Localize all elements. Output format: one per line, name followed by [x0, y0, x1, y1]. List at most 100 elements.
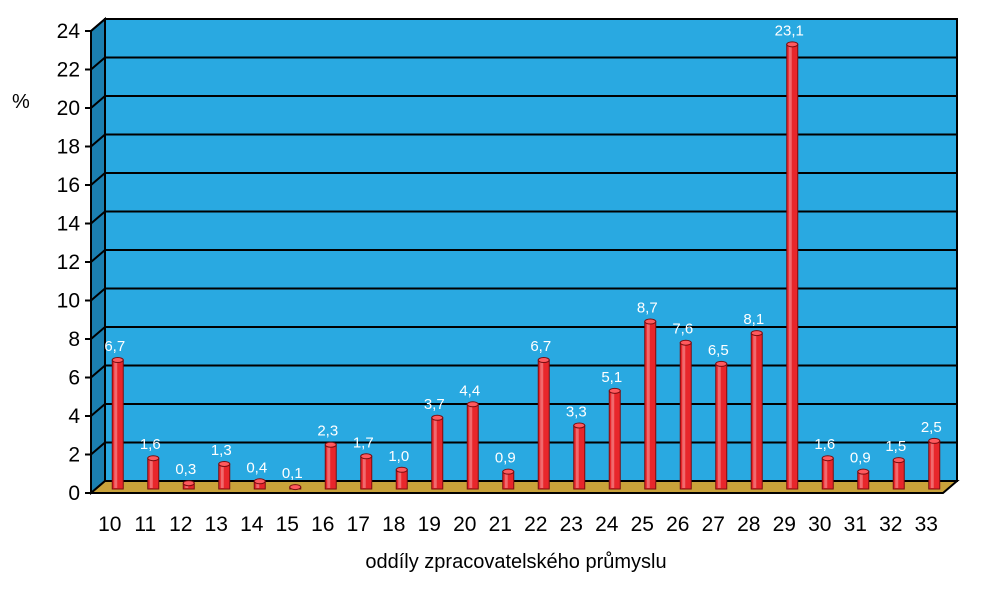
- y-tick-label: 10: [57, 290, 80, 313]
- bar-highlight: [362, 457, 366, 488]
- data-label: 3,7: [424, 396, 445, 413]
- data-labels: 6,7 1,6 0,3 1,3 0,4 0,1 2,3 1,7 1,0 3,7 4,4 0,9 6,7 3…: [104, 22, 941, 482]
- bar-body: [431, 417, 444, 490]
- x-tick-label: 16: [311, 513, 334, 536]
- y-tick-label: 20: [57, 97, 80, 120]
- bar-highlight: [930, 441, 934, 488]
- y-tick-label: 16: [57, 174, 80, 197]
- data-label: 1,3: [211, 442, 232, 459]
- x-tick-label: 23: [560, 513, 583, 536]
- bar-body: [147, 457, 160, 490]
- y-tick-label: 4: [68, 405, 80, 428]
- gridline-side: [90, 56, 106, 71]
- gridline-side: [90, 403, 106, 417]
- bar-body: [111, 359, 124, 490]
- bar-top: [253, 478, 266, 485]
- bar: [289, 484, 302, 491]
- data-label: 4,4: [459, 382, 480, 399]
- bar: [111, 357, 124, 490]
- bar: [679, 339, 692, 490]
- bar-body: [466, 403, 479, 490]
- bar: [786, 41, 799, 490]
- y-tick-label: 18: [57, 136, 80, 159]
- bar-highlight: [114, 361, 118, 488]
- x-tick-label: 10: [98, 513, 121, 536]
- bar: [395, 466, 408, 490]
- bar-highlight: [717, 364, 721, 488]
- data-label: 6,7: [530, 338, 551, 355]
- x-tick-label: 26: [666, 513, 689, 536]
- gridline-side: [90, 441, 106, 456]
- data-label: 3,3: [566, 403, 587, 420]
- data-label: 5,1: [601, 369, 622, 386]
- bar-top: [750, 330, 763, 337]
- data-label: 7,6: [672, 321, 693, 338]
- bar-top: [147, 455, 160, 462]
- x-tick-label: 25: [631, 513, 654, 536]
- bar-top: [466, 401, 479, 408]
- bar-body: [218, 463, 231, 490]
- gridline-side: [90, 249, 106, 263]
- bar-highlight: [149, 459, 153, 488]
- bar: [537, 357, 550, 490]
- y-tick-label: 8: [68, 328, 80, 351]
- data-label: 2,3: [317, 423, 338, 440]
- bar-highlight: [575, 426, 579, 488]
- gridline-side: [90, 210, 106, 225]
- bar-top: [573, 422, 586, 429]
- bar-highlight: [611, 391, 615, 488]
- data-label: 0,9: [850, 450, 871, 467]
- gridline-side: [90, 133, 106, 148]
- bar-top: [324, 441, 337, 448]
- bar-highlight: [220, 464, 224, 488]
- bar-top: [537, 357, 550, 364]
- x-tick-label: 31: [844, 513, 867, 536]
- x-tick-label: 19: [418, 513, 441, 536]
- data-label: 1,0: [388, 448, 409, 465]
- bar-top: [111, 357, 124, 364]
- x-tick-label: 14: [240, 513, 264, 536]
- bar-highlight: [256, 482, 260, 488]
- gridline-side: [90, 287, 106, 302]
- bar: [466, 401, 479, 490]
- bar-top: [395, 466, 408, 473]
- data-label: 1,6: [814, 436, 835, 453]
- x-tick-label: 12: [169, 513, 192, 536]
- bar: [502, 468, 515, 490]
- x-tick-label: 11: [134, 513, 156, 536]
- bar-top: [644, 318, 657, 325]
- y-tick-label: 2: [68, 444, 80, 467]
- bar-body: [892, 459, 905, 490]
- bar: [644, 318, 657, 490]
- data-label: 0,9: [495, 450, 516, 467]
- bar-top: [608, 387, 621, 394]
- bar-body: [715, 363, 728, 490]
- bar-highlight: [682, 343, 686, 488]
- bar-top: [928, 437, 941, 444]
- bar: [147, 455, 160, 490]
- bar-top: [502, 468, 515, 475]
- data-label: 6,5: [708, 342, 729, 359]
- bar-highlight: [327, 445, 331, 488]
- gridline-side: [90, 326, 106, 340]
- data-label: 8,1: [743, 311, 764, 328]
- bar: [324, 441, 337, 490]
- data-label: 0,3: [175, 461, 196, 478]
- bar: [821, 455, 834, 490]
- bar-body: [573, 424, 586, 490]
- bar-highlight: [398, 470, 402, 488]
- bar: [182, 480, 195, 490]
- bar-highlight: [433, 418, 437, 488]
- bar-body: [644, 321, 657, 490]
- bar-top: [679, 339, 692, 346]
- data-label: 8,7: [637, 300, 658, 317]
- y-tick-label: 24: [57, 20, 81, 43]
- y-tick-label: 22: [57, 59, 80, 82]
- x-tick-label: 33: [915, 513, 938, 536]
- bar: [360, 453, 373, 490]
- bar-top: [289, 484, 302, 491]
- bar: [218, 460, 231, 490]
- bar: [750, 330, 763, 490]
- x-tick-label: 32: [879, 513, 902, 536]
